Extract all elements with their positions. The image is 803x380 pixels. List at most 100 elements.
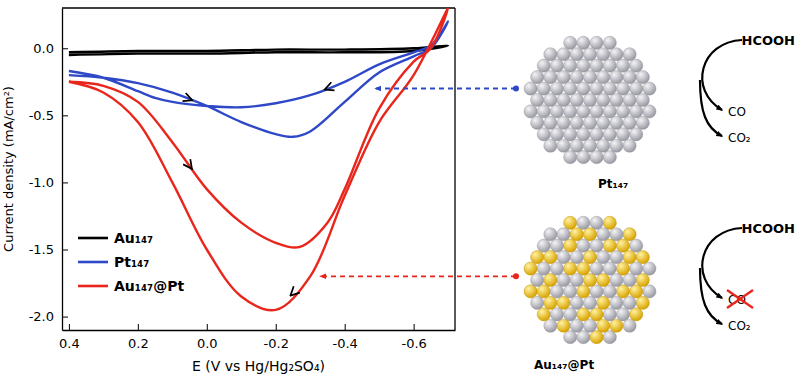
atom <box>583 319 596 332</box>
atom <box>544 116 557 129</box>
x-axis-title: E (V vs Hg/Hg₂SO₄) <box>192 358 325 374</box>
atom <box>610 93 623 106</box>
atom <box>590 216 603 229</box>
atom <box>636 273 649 286</box>
atom <box>577 262 590 275</box>
atom <box>643 82 656 95</box>
atom <box>590 239 603 252</box>
particle-label: Au₁₄₇@Pt <box>534 358 594 372</box>
atom <box>616 262 629 275</box>
atom <box>623 48 636 61</box>
pointer <box>321 273 519 279</box>
x-tick-label: -0.2 <box>264 336 289 351</box>
atom <box>590 59 603 72</box>
y-tick: 0.0 <box>33 41 68 56</box>
atom <box>531 273 544 286</box>
direction-arrow <box>172 142 191 168</box>
x-tick-label: 0.0 <box>197 336 218 351</box>
atom <box>570 139 583 152</box>
atom <box>623 228 636 241</box>
y-tick-label: -0.5 <box>29 108 54 123</box>
atom <box>603 82 616 95</box>
x-axis-line <box>63 330 456 331</box>
atom <box>643 105 656 118</box>
plot-area <box>69 8 448 310</box>
atom <box>597 116 610 129</box>
atom <box>610 71 623 84</box>
atom <box>597 48 610 61</box>
atom <box>577 128 590 141</box>
atom <box>537 262 550 275</box>
atom <box>550 59 563 72</box>
atom <box>623 273 636 286</box>
x-tick: 0.0 <box>197 324 218 351</box>
atom <box>531 93 544 106</box>
y-tick-mark <box>62 48 68 49</box>
product-label: CO₂ <box>728 319 751 333</box>
reaction-arrow <box>700 80 722 136</box>
atom <box>564 128 577 141</box>
atom <box>643 262 656 275</box>
product-label: CO₂ <box>728 131 751 145</box>
atom <box>630 262 643 275</box>
atom <box>531 116 544 129</box>
atom <box>597 319 610 332</box>
x-tick-label: 0.2 <box>128 336 149 351</box>
atom <box>610 228 623 241</box>
atom <box>557 139 570 152</box>
atom <box>603 285 616 298</box>
atom <box>564 331 577 344</box>
atom <box>590 128 603 141</box>
atom <box>597 93 610 106</box>
atom <box>564 262 577 275</box>
atom <box>630 105 643 118</box>
atom <box>610 319 623 332</box>
atom <box>630 128 643 141</box>
atom <box>623 116 636 129</box>
frame-right <box>454 8 455 330</box>
atom <box>597 139 610 152</box>
atom <box>610 48 623 61</box>
atom <box>577 151 590 164</box>
frame-top <box>62 7 455 8</box>
atom <box>616 239 629 252</box>
atom <box>603 151 616 164</box>
chart: 0.40.20.0-0.2-0.4-0.60.0-0.5-1.0-1.5-2.0… <box>0 0 803 380</box>
atom <box>570 116 583 129</box>
direction-arrow <box>326 82 345 89</box>
atom <box>570 319 583 332</box>
series-line <box>69 8 448 310</box>
pointer-line <box>321 275 516 277</box>
x-tick: -0.6 <box>401 324 426 351</box>
atom <box>564 36 577 49</box>
reactant-label: HCOOH <box>742 33 795 48</box>
y-tick-mark <box>62 250 68 251</box>
atom <box>597 273 610 286</box>
atom <box>630 308 643 321</box>
legend-swatch <box>78 261 108 264</box>
atom <box>583 228 596 241</box>
atom <box>603 128 616 141</box>
atom <box>583 296 596 309</box>
x-tick-mark <box>138 324 139 330</box>
product-label: CO <box>728 105 746 119</box>
atom <box>597 251 610 264</box>
atom <box>557 319 570 332</box>
atom <box>636 71 649 84</box>
atom <box>623 251 636 264</box>
atom <box>570 71 583 84</box>
atom <box>550 239 563 252</box>
atom <box>590 82 603 95</box>
atom <box>643 285 656 298</box>
direction-arrows <box>172 82 344 295</box>
legend-swatch <box>78 285 108 288</box>
nanoparticle <box>524 36 656 164</box>
atom <box>577 216 590 229</box>
atom <box>623 139 636 152</box>
atom <box>577 105 590 118</box>
y-tick: -1.5 <box>29 242 68 257</box>
atom <box>570 48 583 61</box>
atom <box>590 262 603 275</box>
atom <box>564 59 577 72</box>
atom <box>537 105 550 118</box>
